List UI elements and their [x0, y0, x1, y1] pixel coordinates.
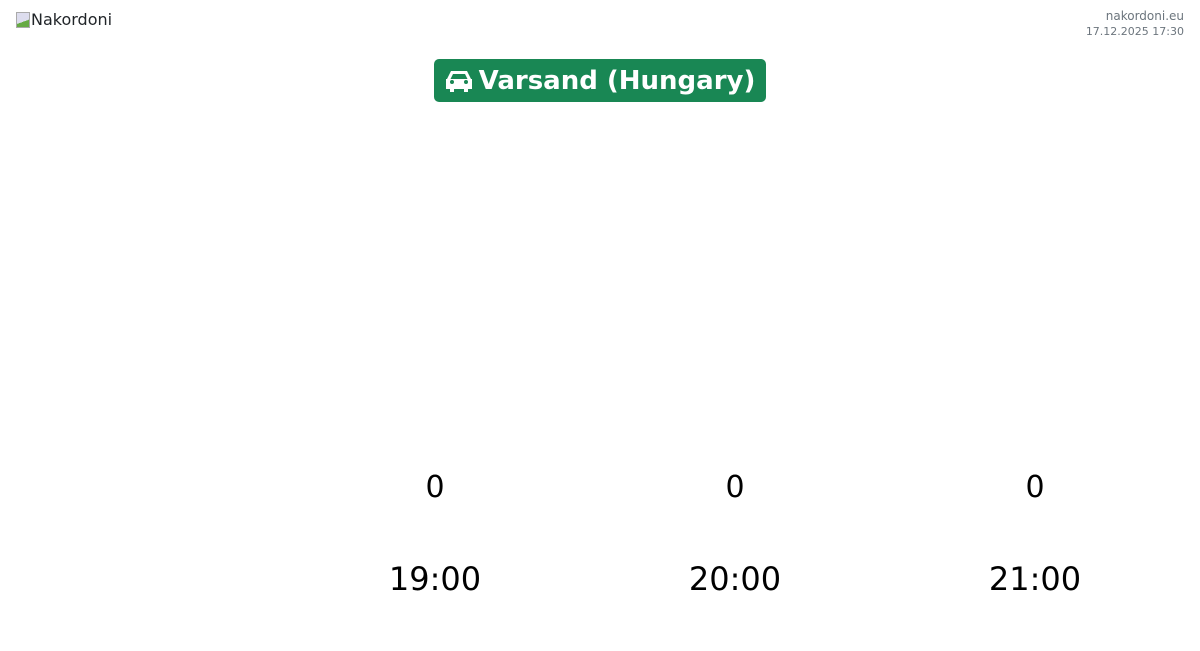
time-label: 20:00: [688, 560, 782, 598]
site-info: nakordoni.eu 17.12.2025 17:30: [1086, 9, 1184, 38]
time-label: 21:00: [988, 560, 1082, 598]
datetime: 17.12.2025 17:30: [1085, 25, 1184, 38]
bar-value: 0: [1025, 470, 1045, 505]
broken-image-icon: [16, 11, 30, 28]
checkpoint-badge: Varsand (Hungary): [434, 59, 766, 102]
site-domain: nakordoni.eu: [1105, 9, 1184, 23]
logo-alt-text: Nakordoni: [31, 10, 113, 29]
logo[interactable]: Nakordoni: [16, 10, 112, 29]
car-icon: [445, 70, 472, 92]
bar-value: 0: [725, 470, 745, 505]
bar-value: 0: [425, 470, 445, 505]
time-label: 19:00: [388, 560, 482, 598]
checkpoint-title: Varsand (Hungary): [478, 65, 756, 96]
